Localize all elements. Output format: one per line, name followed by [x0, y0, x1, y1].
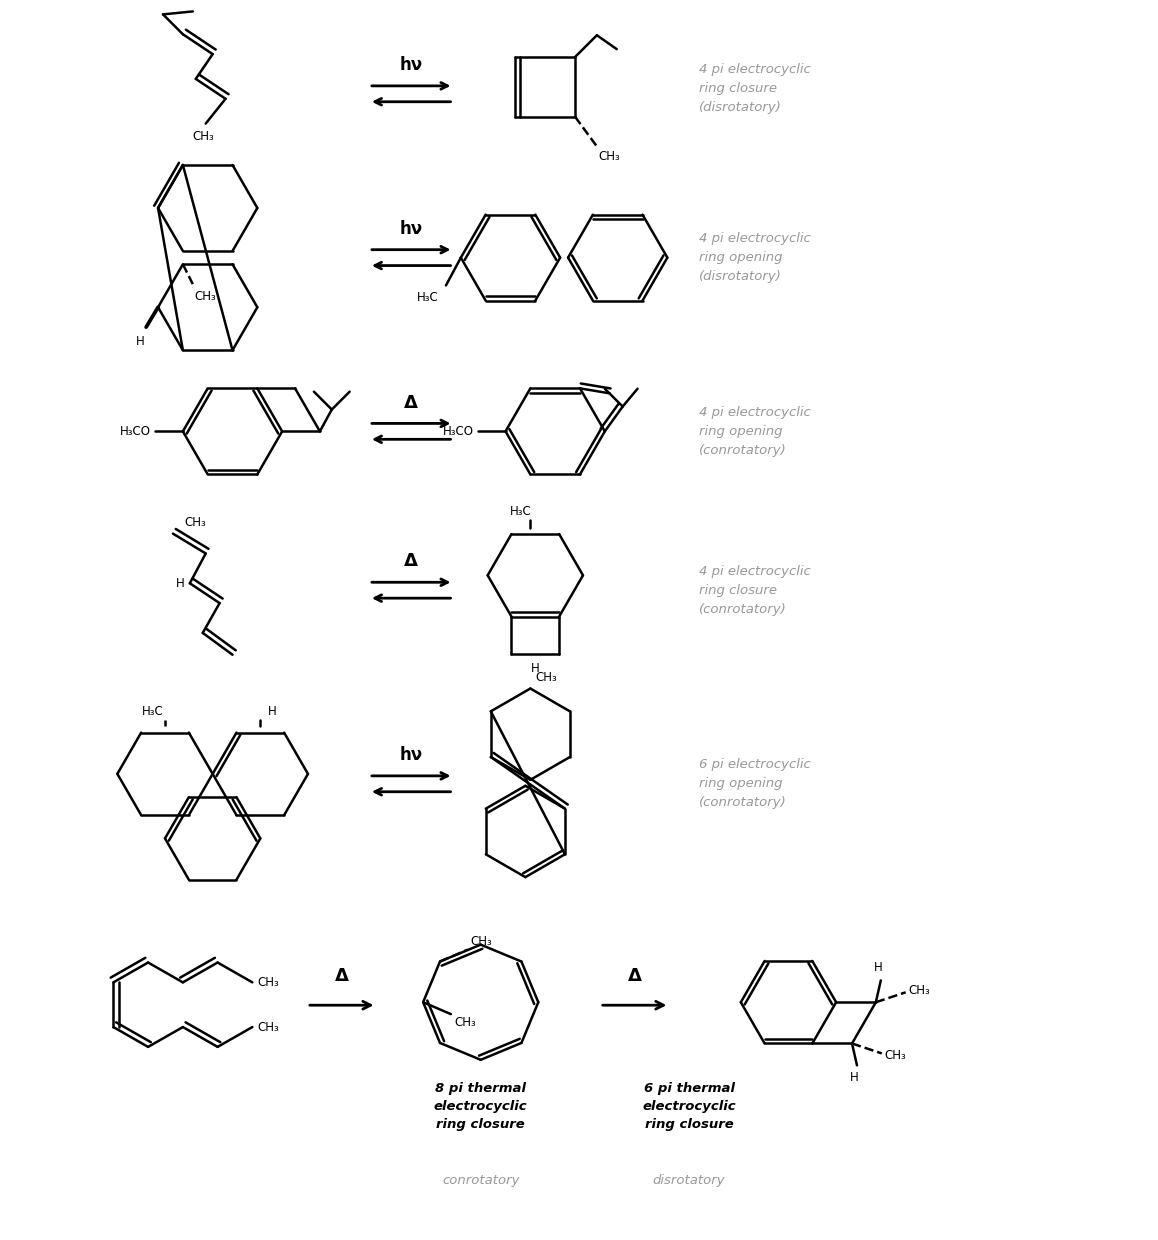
Text: H₃C: H₃C [510, 505, 532, 518]
Text: CH₃: CH₃ [535, 671, 557, 683]
Text: hν: hν [400, 219, 423, 238]
Text: 6 pi thermal
electrocyclic
ring closure: 6 pi thermal electrocyclic ring closure [643, 1081, 736, 1131]
Text: CH₃: CH₃ [185, 516, 206, 528]
Text: CH₃: CH₃ [454, 1016, 476, 1029]
Text: H: H [530, 662, 540, 676]
Text: CH₃: CH₃ [193, 129, 214, 143]
Text: CH₃: CH₃ [885, 1049, 907, 1061]
Text: H₃CO: H₃CO [442, 425, 474, 438]
Text: Δ: Δ [404, 552, 418, 570]
Text: Δ: Δ [404, 393, 418, 412]
Text: 4 pi electrocyclic
ring closure
(disrotatory): 4 pi electrocyclic ring closure (disrota… [699, 63, 811, 114]
Text: H₃C: H₃C [417, 291, 439, 304]
Text: H₃C: H₃C [142, 706, 164, 718]
Text: CH₃: CH₃ [599, 150, 621, 164]
Text: 4 pi electrocyclic
ring opening
(disrotatory): 4 pi electrocyclic ring opening (disrota… [699, 232, 811, 283]
Text: hν: hν [400, 746, 423, 764]
Text: 4 pi electrocyclic
ring closure
(conrotatory): 4 pi electrocyclic ring closure (conrota… [699, 564, 811, 616]
Text: hν: hν [400, 56, 423, 74]
Text: Δ: Δ [335, 967, 349, 986]
Text: H: H [135, 335, 145, 348]
Text: H: H [269, 706, 277, 718]
Text: H: H [850, 1071, 858, 1084]
Text: CH₃: CH₃ [471, 935, 492, 947]
Text: 8 pi thermal
electrocyclic
ring closure: 8 pi thermal electrocyclic ring closure [434, 1081, 528, 1131]
Text: H: H [176, 577, 185, 590]
Text: CH₃: CH₃ [195, 290, 217, 303]
Text: CH₃: CH₃ [909, 983, 930, 997]
Text: CH₃: CH₃ [257, 1021, 279, 1034]
Text: CH₃: CH₃ [257, 976, 279, 988]
Text: 6 pi electrocyclic
ring opening
(conrotatory): 6 pi electrocyclic ring opening (conrota… [699, 759, 811, 810]
Text: 4 pi electrocyclic
ring opening
(conrotatory): 4 pi electrocyclic ring opening (conrota… [699, 405, 811, 456]
Text: H₃CO: H₃CO [120, 425, 151, 438]
Text: conrotatory: conrotatory [442, 1174, 520, 1187]
Text: disrotatory: disrotatory [653, 1174, 726, 1187]
Text: Δ: Δ [628, 967, 642, 986]
Text: H: H [873, 961, 882, 975]
